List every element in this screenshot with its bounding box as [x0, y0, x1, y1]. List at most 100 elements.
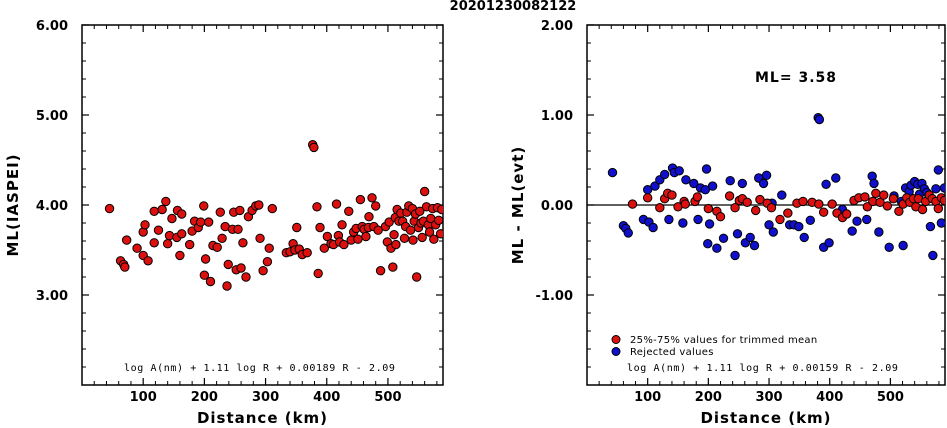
data-point — [315, 222, 325, 233]
data-point — [292, 222, 302, 233]
rejected-point — [862, 214, 872, 225]
rejected-point — [805, 215, 815, 226]
data-point — [419, 186, 430, 197]
accepted-point — [875, 197, 885, 208]
accepted-point — [742, 197, 752, 208]
accepted-point — [862, 202, 873, 212]
x-tick-label: 300 — [252, 390, 279, 405]
data-point — [337, 220, 347, 230]
rejected-point — [674, 166, 684, 176]
ml-iaspei-panel: 100 200 300 400 500 3.00 4.00 5.00 6.00 Distance … — [4, 19, 444, 427]
data-point — [241, 272, 251, 282]
accepted-point — [882, 201, 893, 211]
rejected-point — [852, 216, 862, 226]
x-tick-label: 500 — [374, 390, 401, 405]
x-tick-label: 400 — [816, 390, 843, 405]
data-point — [233, 224, 243, 235]
y-tick-label: 3.00 — [36, 289, 68, 304]
data-point — [238, 238, 248, 248]
data-point — [437, 204, 443, 215]
data-point — [143, 256, 153, 266]
data-point — [255, 233, 265, 244]
rejected-point — [824, 238, 834, 248]
accepted-point — [827, 199, 837, 209]
data-point — [339, 239, 349, 250]
accepted-point — [939, 195, 945, 206]
y-tick-label: 6.00 — [36, 19, 68, 34]
rejected-point — [712, 243, 722, 253]
accepted-point — [783, 208, 793, 218]
rejected-point — [650, 181, 660, 191]
accepted-point — [667, 190, 677, 200]
legend-marker — [611, 335, 621, 344]
y-tick-label: 0.00 — [541, 199, 573, 214]
accepted-point — [755, 194, 765, 205]
legend-label: 25%-75% values for trimmed mean — [630, 335, 818, 346]
data-point — [375, 266, 386, 276]
accepted-point — [715, 212, 726, 222]
formula-annotation: log A(nm) + 1.11 log R + 0.00189 R - 2.0… — [124, 363, 395, 374]
data-point — [167, 213, 177, 224]
ml-residual-panel: 100 200 300 400 500 -1.00 0.00 1.00 2.00 Distance… — [509, 19, 946, 427]
rejected-point — [704, 219, 715, 229]
accepted-point — [642, 193, 653, 203]
rejected-point — [799, 232, 809, 243]
x-axis-label: Distance (km) — [700, 409, 831, 427]
data-point — [312, 202, 322, 212]
data-point — [199, 270, 210, 280]
accepted-point — [917, 204, 928, 215]
rejected-point — [925, 221, 936, 232]
data-point — [177, 229, 187, 239]
accepted-point — [894, 206, 904, 217]
data-point — [361, 231, 371, 242]
rejected-point — [821, 179, 831, 190]
data-point — [313, 268, 323, 279]
data-point — [405, 225, 416, 235]
data-point — [223, 259, 233, 270]
data-point — [353, 234, 363, 244]
rejected-point — [664, 214, 674, 225]
data-point — [140, 220, 150, 230]
ml-value-label: ML= 3.58 — [755, 70, 837, 86]
legend-label: Rejected values — [630, 347, 714, 358]
data-point — [196, 217, 206, 227]
data-point — [205, 276, 216, 287]
accepted-point — [680, 199, 690, 209]
x-axis-label: Distance (km) — [197, 409, 328, 427]
data-point — [161, 196, 171, 207]
data-point — [120, 262, 130, 272]
data-point — [344, 206, 354, 217]
rejected-point — [730, 250, 740, 261]
rejected-point — [758, 178, 769, 189]
x-tick-label: 100 — [130, 390, 157, 405]
data-point — [262, 257, 273, 267]
data-point — [162, 239, 173, 249]
data-point — [322, 231, 333, 242]
data-point — [415, 206, 425, 217]
x-tick-label: 200 — [191, 390, 218, 405]
y-tick-label: 4.00 — [36, 199, 68, 214]
data-point — [267, 203, 277, 214]
data-points — [104, 140, 443, 291]
y-axis-label: ML(IASPEI) — [4, 153, 22, 256]
rejected-point — [703, 239, 713, 249]
x-tick-label: 200 — [695, 390, 722, 405]
data-point — [367, 193, 377, 203]
data-point — [175, 250, 185, 261]
rejected-point — [607, 167, 618, 178]
data-point — [417, 232, 427, 243]
rejected-point — [794, 221, 804, 232]
data-point — [364, 212, 374, 222]
data-points — [607, 113, 945, 261]
formula-annotation: log A(nm) + 1.11 log R + 0.00159 R - 2.0… — [627, 363, 898, 374]
accepted-point — [879, 190, 889, 200]
data-point — [331, 199, 342, 209]
rejected-point — [928, 250, 938, 261]
rejected-point — [701, 164, 712, 174]
data-point — [149, 238, 159, 248]
rejected-point — [768, 227, 778, 237]
rejected-point — [936, 218, 945, 228]
accepted-point — [703, 203, 714, 214]
data-point — [200, 254, 211, 264]
accepted-point — [724, 191, 735, 201]
